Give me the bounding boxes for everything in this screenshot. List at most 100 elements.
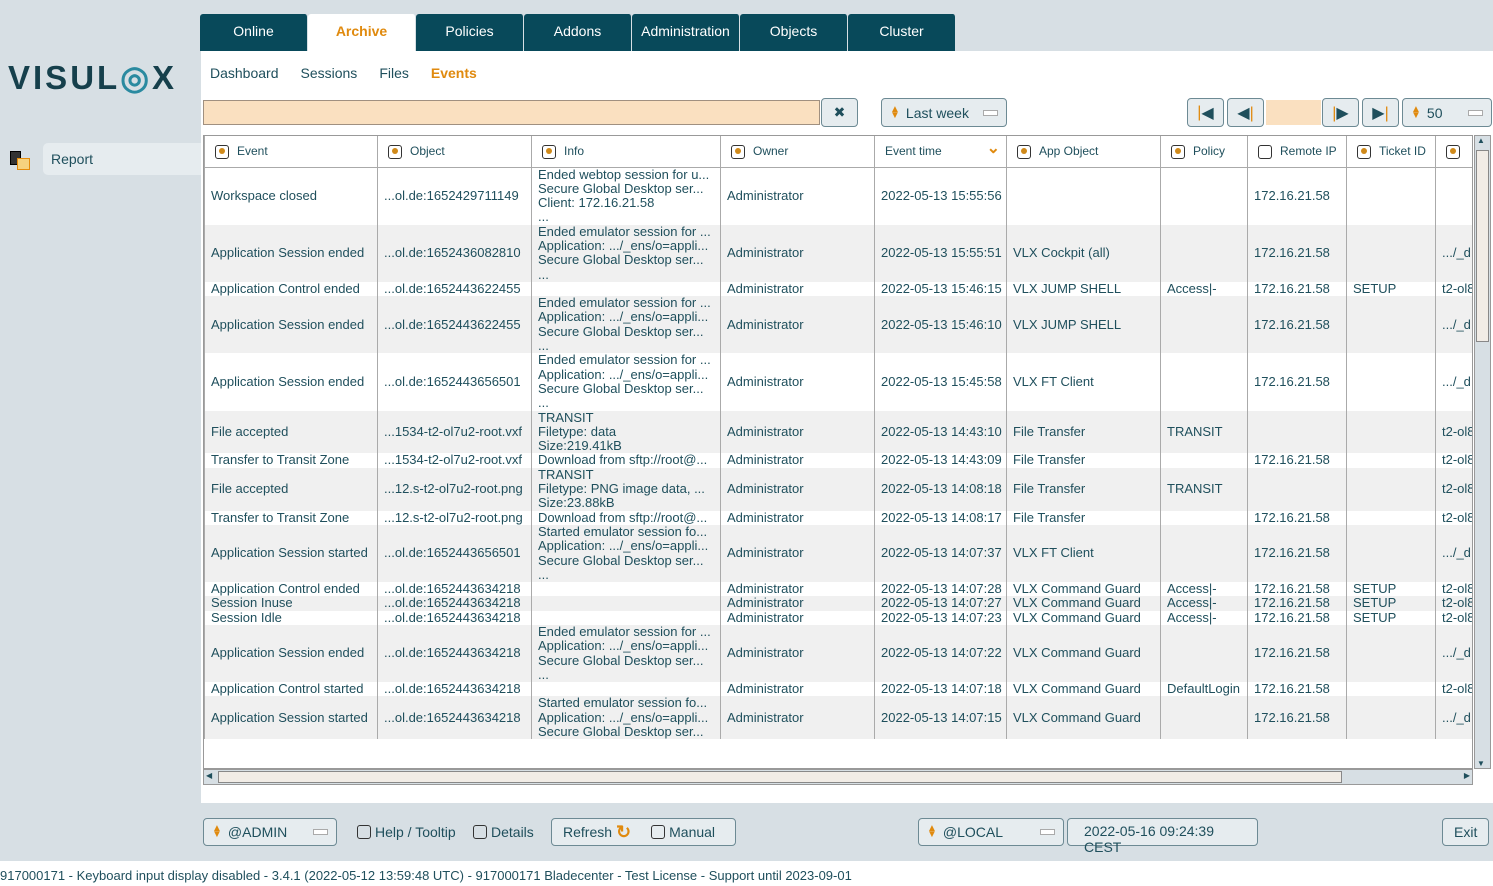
column-toggle-checkbox[interactable] <box>388 144 402 159</box>
table-row[interactable]: Application Session started ...ol.de:1652… <box>204 696 1472 740</box>
column-header[interactable] <box>1435 136 1472 168</box>
tab-policies[interactable]: Policies <box>416 14 524 51</box>
last-page-button[interactable]: ▶| <box>1362 98 1399 127</box>
refresh-button[interactable]: Refresh <box>563 824 613 840</box>
time-range-select[interactable]: ▲ ▼ Last week <box>881 98 1007 127</box>
page-size-value: 50 <box>1426 104 1443 121</box>
subnav-dashboard[interactable]: Dashboard <box>210 65 279 81</box>
tab-archive[interactable]: Archive <box>308 14 416 51</box>
column-header[interactable]: Remote IP <box>1247 136 1347 168</box>
refresh-icon[interactable]: ↻ <box>616 821 632 842</box>
updown-icon: ▲ ▼ <box>927 823 937 840</box>
table-cell: 172.16.21.58 <box>1247 453 1347 468</box>
updown-icon: ▲ ▼ <box>890 103 900 121</box>
table-row[interactable]: Workspace closed ...ol.de:1652429711149 En… <box>204 167 1472 225</box>
column-toggle-checkbox[interactable] <box>1446 144 1460 159</box>
tab-administration[interactable]: Administration <box>632 14 740 51</box>
page-size-select[interactable]: ▲ ▼ 50 <box>1402 98 1492 127</box>
scroll-down-icon[interactable]: ▼ <box>1477 759 1485 768</box>
table-cell <box>1160 296 1248 354</box>
tab-online[interactable]: Online <box>200 14 308 51</box>
table-row[interactable]: Application Session ended ...ol.de:165244… <box>204 353 1472 411</box>
filter-input[interactable] <box>203 100 820 125</box>
column-toggle-checkbox[interactable] <box>542 144 556 159</box>
table-cell: .../_d <box>1435 296 1472 354</box>
column-header[interactable]: App Object <box>1006 136 1161 168</box>
table-cell <box>1346 224 1436 282</box>
next-page-button[interactable]: |▶ <box>1322 98 1359 127</box>
tab-addons[interactable]: Addons <box>524 14 632 51</box>
first-page-button[interactable]: | ◀ <box>1187 98 1224 127</box>
table-row[interactable]: Application Session ended ...ol.de:165243… <box>204 224 1472 282</box>
table-row[interactable]: File accepted ...1534-t2-ol7u2-root.vxf TR… <box>204 410 1472 454</box>
clear-filter-button[interactable]: ✖ <box>821 98 858 127</box>
table-cell: File Transfer <box>1006 467 1161 511</box>
table-cell: ...ol.de:1652443656501 <box>377 353 532 411</box>
user-select[interactable]: ▲ ▼ @ADMIN <box>203 818 337 846</box>
scroll-thumb[interactable] <box>218 771 1342 783</box>
column-header[interactable]: Ticket ID <box>1346 136 1436 168</box>
table-cell: Ended emulator session for ... Applicatio… <box>531 353 721 411</box>
column-toggle-checkbox[interactable] <box>1357 144 1371 159</box>
column-toggle-checkbox[interactable] <box>1171 144 1185 159</box>
exit-button[interactable]: Exit <box>1442 818 1489 846</box>
scroll-left-icon[interactable]: ◀ <box>206 771 213 780</box>
subnav-files[interactable]: Files <box>379 65 409 81</box>
table-row[interactable]: Application Session started ...ol.de:1652… <box>204 524 1472 583</box>
tab-objects[interactable]: Objects <box>740 14 848 51</box>
table-cell: 2022-05-13 14:07:23 <box>874 610 1007 625</box>
table-cell: VLX Command Guard <box>1006 625 1161 683</box>
table-row[interactable]: Application Control ended ...ol.de:165244… <box>204 281 1472 297</box>
prev-page-button[interactable]: ◀| <box>1227 98 1264 127</box>
page-number-input[interactable] <box>1266 100 1321 125</box>
column-header[interactable]: Owner <box>720 136 875 168</box>
table-cell: ...ol.de:1652443622455 <box>377 281 532 297</box>
sidebar-item-report[interactable]: Report <box>8 143 201 175</box>
table-cell: Administrator <box>720 625 875 683</box>
table-row[interactable]: Session Inuse ...ol.de:1652443634218 Admin… <box>204 596 1472 611</box>
table-cell: ...ol.de:1652443634218 <box>377 696 532 740</box>
column-toggle-checkbox[interactable] <box>215 144 229 159</box>
column-header[interactable]: Event time ⌄ <box>874 136 1007 168</box>
column-header[interactable]: Policy <box>1160 136 1248 168</box>
table-row[interactable]: Application Session ended ...ol.de:165244… <box>204 296 1472 354</box>
column-header[interactable]: Object <box>377 136 532 168</box>
table-cell <box>1160 224 1248 282</box>
column-toggle-checkbox[interactable] <box>1017 144 1031 159</box>
table-cell: Ended emulator session for ... Applicatio… <box>531 296 721 354</box>
table-row[interactable]: Application Control started ...ol.de:1652… <box>204 682 1472 697</box>
help-tooltip-checkbox[interactable]: Help / Tooltip <box>357 824 456 840</box>
horizontal-scrollbar[interactable]: ◀ ▶ <box>203 769 1473 785</box>
table-row[interactable]: Session Idle ...ol.de:1652443634218 Admini… <box>204 610 1472 625</box>
sort-desc-icon[interactable]: ⌄ <box>986 140 1000 158</box>
subnav-events[interactable]: Events <box>430 65 477 81</box>
manual-checkbox[interactable]: Manual <box>651 824 715 840</box>
column-header[interactable]: Info <box>531 136 721 168</box>
scroll-right-icon[interactable]: ▶ <box>1463 771 1470 780</box>
table-cell: 172.16.21.58 <box>1247 596 1347 611</box>
column-toggle-checkbox[interactable] <box>731 144 745 159</box>
table-row[interactable]: Transfer to Transit Zone ...1534-t2-ol7u2… <box>204 453 1472 468</box>
column-toggle-checkbox[interactable] <box>1258 144 1272 159</box>
table-row[interactable]: Application Session ended ...ol.de:165244… <box>204 625 1472 683</box>
table-cell: ...ol.de:1652443634218 <box>377 596 532 611</box>
table-cell: File Transfer <box>1006 453 1161 468</box>
table-cell: VLX JUMP SHELL <box>1006 296 1161 354</box>
table-cell <box>531 610 721 625</box>
table-cell: Administrator <box>720 524 875 583</box>
table-row[interactable]: Transfer to Transit Zone ...12.s-t2-ol7u2… <box>204 510 1472 525</box>
vertical-scrollbar[interactable]: ▲ ▼ <box>1474 135 1491 769</box>
subnav-sessions[interactable]: Sessions <box>300 65 358 81</box>
table-cell <box>1435 167 1472 225</box>
table-cell: 2022-05-13 15:46:10 <box>874 296 1007 354</box>
scroll-up-icon[interactable]: ▲ <box>1477 136 1485 145</box>
tab-cluster[interactable]: Cluster <box>848 14 956 51</box>
realm-select[interactable]: ▲ ▼ @LOCAL <box>918 818 1064 846</box>
table-cell: t2-ol8 <box>1435 281 1472 297</box>
table-row[interactable]: Application Control ended ...ol.de:165244… <box>204 582 1472 597</box>
table-row[interactable]: File accepted ...12.s-t2-ol7u2-root.png TR… <box>204 467 1472 511</box>
table-cell: 2022-05-13 15:55:51 <box>874 224 1007 282</box>
column-header[interactable]: Event <box>204 136 378 168</box>
scroll-thumb[interactable] <box>1476 150 1489 342</box>
details-checkbox[interactable]: Details <box>473 824 534 840</box>
